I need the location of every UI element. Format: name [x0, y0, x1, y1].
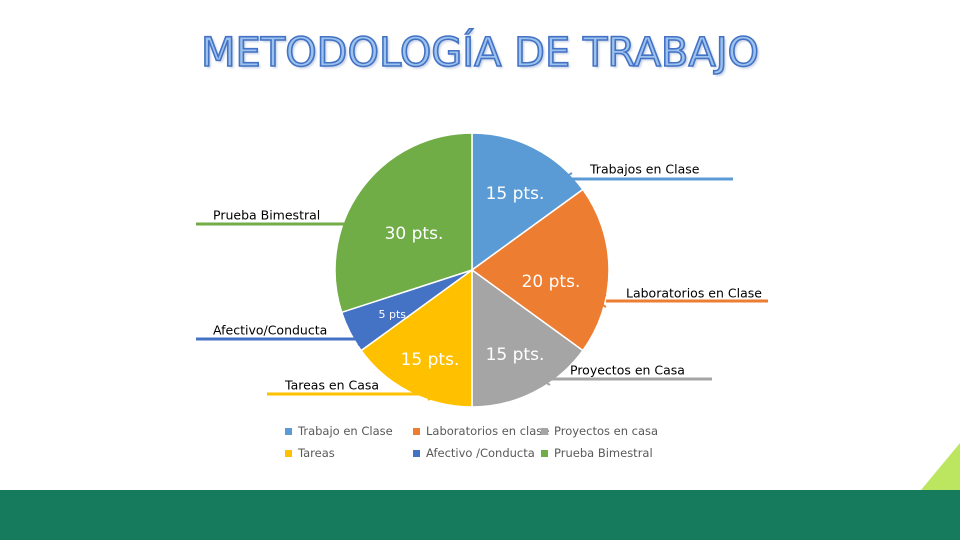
- legend-label: Tareas: [298, 446, 335, 460]
- legend-label: Afectivo /Conducta: [426, 446, 535, 460]
- pie-data-labels: 15 pts. 20 pts. 15 pts. 15 pts. 5 pts. 30 pts…: [378, 184, 580, 370]
- slice-data-label: 30 pts.: [385, 224, 444, 244]
- legend-swatch-icon: [285, 427, 292, 435]
- legend-item-trabajo: Trabajo en Clase: [285, 424, 393, 438]
- pie-slice: [470, 188, 610, 352]
- pie-slice: [471, 268, 584, 408]
- callout-label: Tareas en Casa: [284, 378, 379, 393]
- legend-label: Trabajo en Clase: [298, 424, 393, 438]
- pie-slice: [334, 132, 473, 314]
- arrowhead-icon: [357, 332, 370, 346]
- legend-item-afectivo: Afectivo /Conducta: [413, 446, 535, 460]
- slide-title: METODOLOGÍA DE TRABAJO: [200, 29, 760, 77]
- callout-label: Trabajos en Clase: [589, 162, 700, 177]
- callout-arrow: Laboratorios en Clase: [594, 286, 768, 308]
- arrowhead-icon: [560, 172, 573, 186]
- slice-data-label: 15 pts.: [486, 345, 545, 365]
- arrowhead-icon: [357, 217, 370, 231]
- arrowhead-icon: [594, 294, 607, 308]
- slice-data-label: 5 pts.: [378, 308, 409, 321]
- arrowhead-icon: [538, 372, 551, 386]
- legend-item-prueba: Prueba Bimestral: [541, 446, 653, 460]
- arrowhead-icon: [427, 387, 440, 401]
- slice-data-label: 20 pts.: [522, 272, 581, 292]
- legend-swatch-icon: [413, 449, 420, 457]
- slice-data-label: 15 pts.: [486, 184, 545, 204]
- callout-arrow: Tareas en Casa: [267, 378, 440, 401]
- legend-label: Prueba Bimestral: [554, 446, 653, 460]
- pie-slice: [471, 132, 584, 272]
- callout-arrow: Proyectos en Casa: [538, 363, 712, 386]
- legend-swatch-icon: [285, 449, 292, 457]
- callout-label: Afectivo/Conducta: [213, 323, 327, 338]
- callout-label: Laboratorios en Clase: [626, 286, 762, 301]
- legend-item-tareas: Tareas: [285, 446, 335, 460]
- callout-label: Prueba Bimestral: [213, 208, 320, 223]
- legend-label: Laboratorios en clase: [426, 424, 550, 438]
- legend-swatch-icon: [541, 427, 548, 435]
- legend-item-proyectos: Proyectos en casa: [541, 424, 658, 438]
- slice-data-label: 15 pts.: [401, 350, 460, 370]
- callout-arrow: Trabajos en Clase: [560, 162, 733, 186]
- bottom-band: [0, 490, 960, 540]
- legend-label: Proyectos en casa: [554, 424, 659, 438]
- callout-arrows: Trabajos en Clase Laboratorios en Clase Pr…: [196, 162, 768, 401]
- legend-swatch-icon: [413, 427, 420, 435]
- callout-arrow: Afectivo/Conducta: [196, 323, 370, 346]
- callout-label: Proyectos en Casa: [570, 363, 685, 378]
- legend-swatch-icon: [541, 449, 548, 457]
- legend-item-laboratorios: Laboratorios en clase: [413, 424, 549, 438]
- callout-arrow: Prueba Bimestral: [196, 208, 370, 231]
- pie-slice: [360, 268, 473, 408]
- pie-slices: [334, 132, 610, 408]
